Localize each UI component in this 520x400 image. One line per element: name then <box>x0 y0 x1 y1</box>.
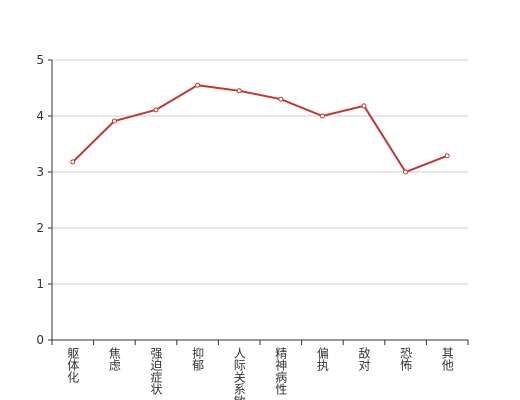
x-tick-label: 抑郁 <box>191 346 205 372</box>
x-tick-label: 精神病性 <box>274 347 288 396</box>
line <box>72 84 448 174</box>
point <box>195 82 201 88</box>
y-tick-label: 5 <box>36 53 44 67</box>
x-tick-label: 偏执 <box>315 346 329 372</box>
point <box>319 113 325 119</box>
x-tick-label: 恐怖 <box>399 347 413 371</box>
y-tick-label: 0 <box>36 333 44 347</box>
y-tick-label: 3 <box>36 165 44 179</box>
y-tick-label: 4 <box>36 109 44 123</box>
point <box>70 159 76 165</box>
point <box>361 103 367 109</box>
x-tick-label: 躯体化 <box>66 346 80 384</box>
point <box>153 107 159 113</box>
point <box>444 153 450 159</box>
x-tick-label: 强迫症状 <box>149 347 163 395</box>
y-tick-label: 2 <box>36 221 44 235</box>
point <box>236 88 242 94</box>
point <box>278 96 284 102</box>
point <box>111 118 117 124</box>
x-tick-label: 人际关系敏感 <box>232 347 246 400</box>
x-tick-label: 敌对 <box>357 346 371 371</box>
x-tick-label: 焦虑 <box>107 347 121 371</box>
point <box>403 169 409 175</box>
x-tick-label: 其他 <box>440 347 454 371</box>
y-tick-label: 1 <box>36 277 44 291</box>
